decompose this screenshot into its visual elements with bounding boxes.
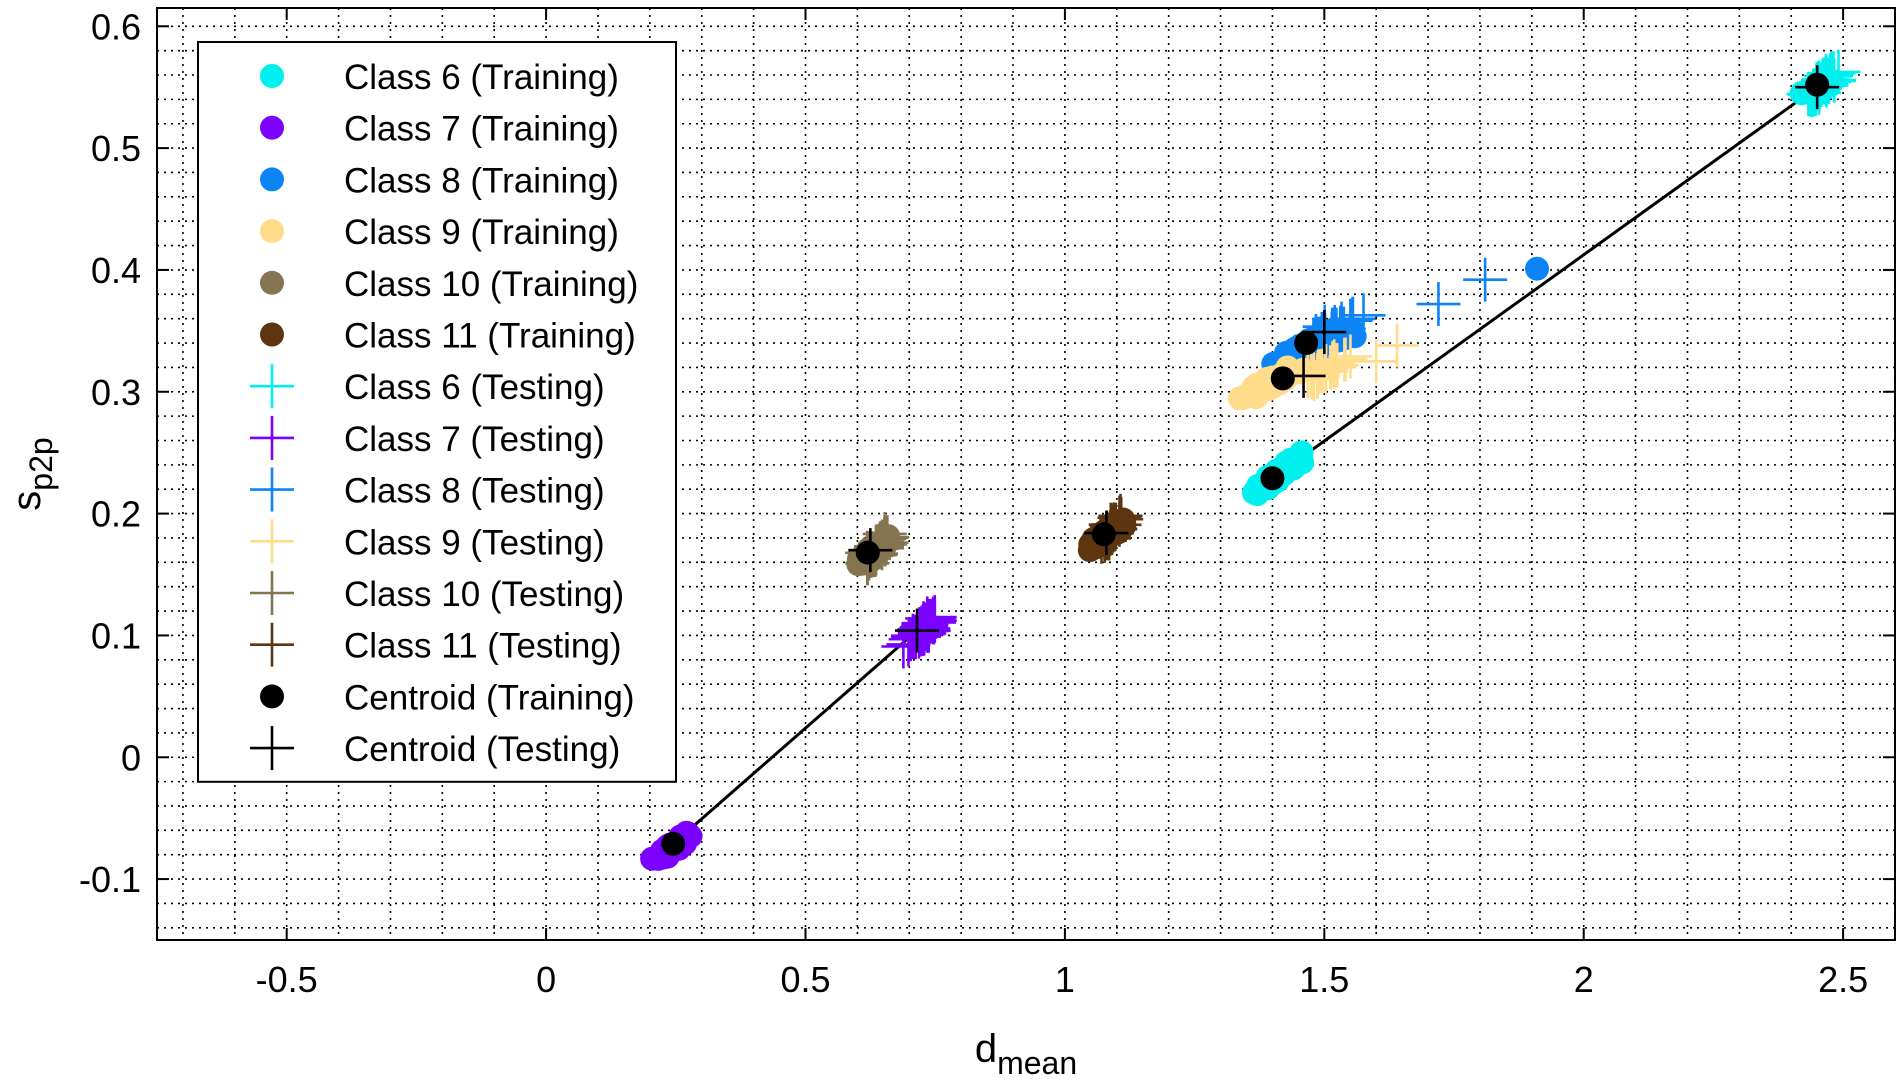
legend-label: Class 11 (Testing) — [344, 627, 622, 666]
legend-item-class-11-testing: Class 11 (Testing) — [250, 622, 622, 667]
centroid-point — [855, 540, 880, 565]
legend-marker — [260, 64, 284, 88]
centroid-point — [1270, 366, 1295, 391]
x-axis-label: dmean — [975, 1027, 1077, 1081]
legend: Class 6 (Training) Class 7 (Training) Clas… — [197, 41, 677, 783]
data-layer — [640, 49, 1861, 871]
legend-box — [197, 41, 677, 783]
x-tick-label: 1.5 — [1299, 959, 1349, 1000]
grid — [157, 8, 1895, 940]
y-tick-label: -0.1 — [79, 859, 141, 900]
y-tick-label: 0.6 — [91, 6, 141, 47]
legend-item-class-9-testing: Class 9 (Testing) — [250, 519, 605, 564]
centroid-point — [1294, 331, 1319, 356]
centroid-point — [1260, 466, 1285, 491]
legend-label: Class 8 (Testing) — [344, 472, 605, 511]
x-axis-label-sub: mean — [997, 1045, 1077, 1081]
legend-marker — [260, 270, 284, 295]
legend-label: Class 6 (Testing) — [344, 368, 605, 407]
legend-label: Class 9 (Training) — [344, 213, 619, 252]
x-tick-label: 0.5 — [780, 959, 830, 1000]
legend-marker — [260, 115, 284, 140]
legend-item-class-10-testing: Class 10 (Testing) — [250, 571, 624, 615]
y-axis-label-sub: p2p — [23, 437, 59, 490]
legend-item-class-8-testing: Class 8 (Testing) — [250, 467, 605, 512]
data-point — [1289, 440, 1314, 465]
legend-item-class-9-training: Class 9 (Training) — [260, 213, 619, 252]
plot-frame — [156, 7, 1896, 941]
legend-item-centroid-training: Centroid (Training) — [260, 678, 634, 717]
centroid-point — [661, 831, 686, 856]
legend-label: Class 11 (Training) — [344, 317, 636, 356]
legend-label: Class 9 (Testing) — [344, 523, 605, 562]
y-tick-label: 0.4 — [91, 250, 141, 291]
axes: -0.5 0 0.5 1 1.5 2 2.5 -0.1 0 0.1 0.2 0.3 0.4 0.5 0.6 — [79, 6, 1895, 1000]
legend-marker — [260, 322, 284, 347]
x-tick-label: -0.5 — [256, 959, 318, 1000]
legend-marker — [260, 219, 284, 244]
y-tick-label: 0.3 — [91, 372, 141, 413]
y-tick-label: 0 — [121, 737, 141, 778]
x-tick-label: 1 — [1055, 959, 1075, 1000]
legend-item-class-7-training: Class 7 (Training) — [260, 110, 619, 149]
legend-item-class-7-testing: Class 7 (Testing) — [250, 415, 605, 460]
legend-label: Class 7 (Training) — [344, 110, 619, 149]
y-axis-label-main: s — [5, 491, 49, 511]
series-centroid-testing — [848, 65, 1840, 653]
legend-label: Class 10 (Testing) — [344, 575, 624, 614]
centroid-connector — [672, 629, 919, 845]
x-tick-label: 2 — [1574, 959, 1594, 1000]
centroid-connector — [1271, 85, 1819, 480]
legend-item-class-6-training: Class 6 (Training) — [260, 58, 619, 97]
x-tick-label: 0 — [536, 959, 556, 1000]
data-point — [1525, 256, 1550, 281]
y-axis-label: sp2p — [5, 437, 59, 510]
legend-marker — [260, 167, 284, 192]
legend-item-class-8-training: Class 8 (Training) — [260, 161, 619, 200]
legend-label: Centroid (Training) — [344, 678, 634, 717]
legend-item-class-6-testing: Class 6 (Testing) — [250, 364, 605, 409]
legend-marker — [260, 684, 284, 709]
legend-item-class-10-training: Class 10 (Training) — [260, 265, 638, 304]
y-tick-label: 0.2 — [91, 494, 141, 535]
legend-label: Centroid (Testing) — [344, 730, 620, 769]
legend-label: Class 6 (Training) — [344, 58, 619, 97]
legend-item-centroid-testing: Centroid (Testing) — [250, 726, 620, 771]
x-axis-label-main: d — [975, 1027, 997, 1071]
y-tick-label: 0.1 — [91, 615, 141, 656]
x-tick-label: 2.5 — [1818, 959, 1868, 1000]
legend-item-class-11-training: Class 11 (Training) — [260, 317, 636, 356]
legend-label: Class 7 (Testing) — [344, 420, 605, 459]
legend-label: Class 8 (Training) — [344, 161, 619, 200]
y-tick-label: 0.5 — [91, 128, 141, 169]
legend-label: Class 10 (Training) — [344, 265, 638, 304]
